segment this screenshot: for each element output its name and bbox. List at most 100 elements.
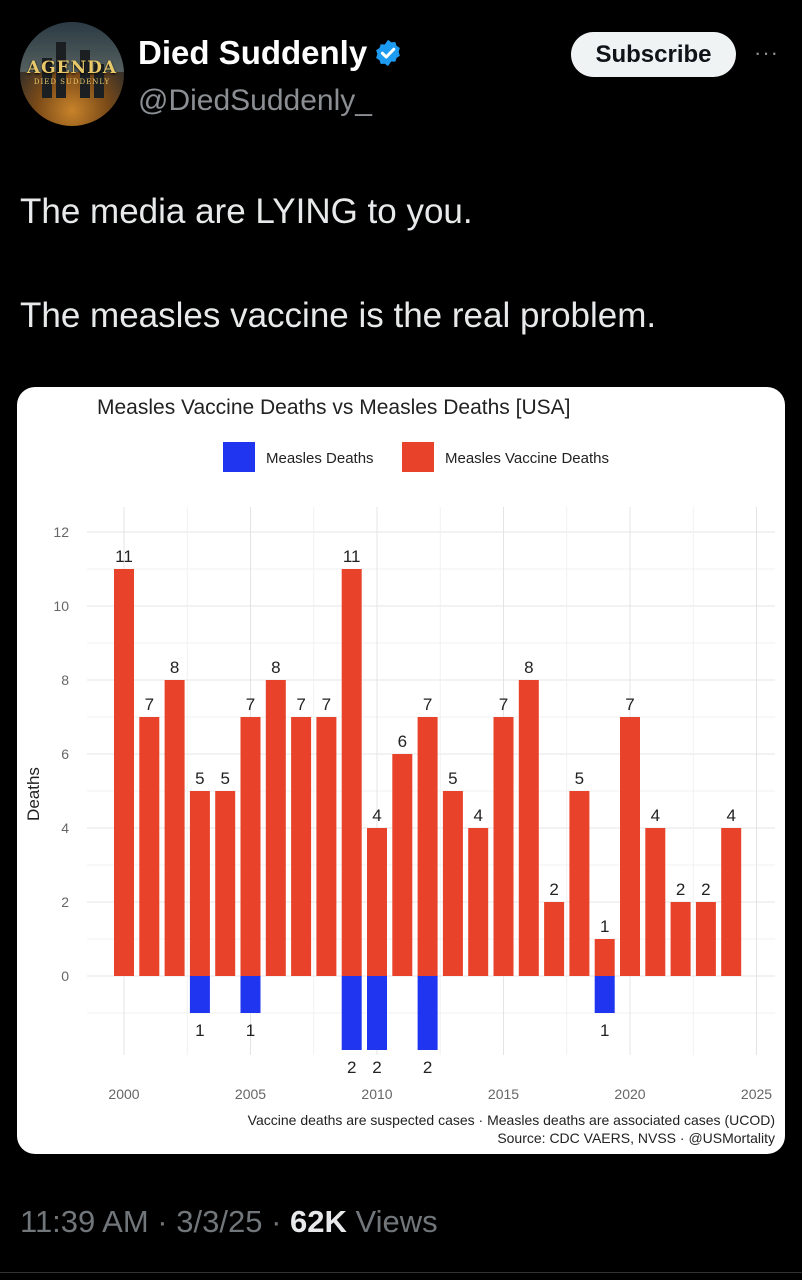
avatar-building — [42, 58, 52, 98]
data-label-vaccine: 4 — [726, 806, 735, 825]
bar-vaccine-deaths — [114, 569, 134, 976]
divider — [0, 1272, 802, 1273]
more-options-icon[interactable]: ··· — [754, 40, 779, 65]
avatar-building — [56, 42, 66, 98]
chart-image-card[interactable]: Measles Vaccine Deaths vs Measles Deaths… — [17, 387, 785, 1154]
data-label-vaccine: 5 — [220, 769, 229, 788]
avatar-brand: AGENDA — [26, 58, 118, 78]
tweet-text-line-2: The measles vaccine is the real problem. — [20, 296, 657, 335]
bar-vaccine-deaths — [695, 902, 716, 976]
data-label-measles: 2 — [347, 1058, 356, 1077]
bar-measles-deaths — [367, 976, 387, 1050]
data-label-vaccine: 4 — [372, 806, 381, 825]
bar-vaccine-deaths — [721, 828, 742, 976]
data-label-vaccine: 1 — [600, 917, 609, 936]
y-tick-label: 12 — [53, 524, 69, 540]
legend-label-vaccine: Measles Vaccine Deaths — [445, 450, 609, 467]
meta-separator: · — [148, 1204, 177, 1239]
data-label-vaccine: 2 — [549, 880, 558, 899]
data-label-vaccine: 5 — [448, 769, 457, 788]
views-label: Views — [346, 1204, 438, 1239]
bar-vaccine-deaths — [392, 754, 413, 976]
y-tick-label: 0 — [61, 968, 69, 984]
y-tick-label: 2 — [61, 894, 69, 910]
x-tick-label: 2025 — [741, 1086, 772, 1102]
bar-vaccine-deaths — [341, 569, 362, 976]
bar-vaccine-deaths — [569, 791, 590, 976]
data-label-vaccine: 7 — [246, 695, 255, 714]
bar-vaccine-deaths — [240, 717, 261, 976]
avatar[interactable]: AGENDA DIED SUDDENLY — [20, 22, 124, 126]
bar-vaccine-deaths — [316, 717, 337, 976]
x-tick-label: 2015 — [488, 1086, 519, 1102]
data-label-vaccine: 7 — [499, 695, 508, 714]
bar-chart: Measles Vaccine Deaths vs Measles Deaths… — [24, 396, 775, 1146]
bar-vaccine-deaths — [493, 717, 514, 976]
avatar-building — [94, 64, 104, 98]
data-label-vaccine: 11 — [343, 547, 361, 566]
data-label-vaccine: 5 — [575, 769, 584, 788]
bar-vaccine-deaths — [139, 717, 160, 976]
legend-swatch-measles — [223, 442, 255, 472]
data-label-vaccine: 8 — [170, 658, 179, 677]
data-label-measles: 1 — [600, 1021, 609, 1040]
bar-vaccine-deaths — [189, 791, 210, 976]
bar-vaccine-deaths — [544, 902, 565, 976]
bar-vaccine-deaths — [468, 828, 489, 976]
views-count: 62K — [290, 1204, 347, 1239]
data-label-vaccine: 8 — [524, 658, 533, 677]
chart-source: Source: CDC VAERS, NVSS · @USMortality — [497, 1130, 775, 1146]
data-label-measles: 1 — [195, 1021, 204, 1040]
data-label-vaccine: 7 — [322, 695, 331, 714]
data-label-vaccine: 8 — [271, 658, 280, 677]
author-name-row[interactable]: Died Suddenly — [138, 34, 403, 72]
bar-vaccine-deaths — [215, 791, 236, 976]
data-label-vaccine: 6 — [398, 732, 407, 751]
y-tick-label: 6 — [61, 746, 69, 762]
data-label-vaccine: 7 — [296, 695, 305, 714]
chart-caption: Vaccine deaths are suspected cases · Mea… — [248, 1112, 775, 1128]
verified-badge-icon — [376, 39, 401, 67]
legend-label-measles: Measles Deaths — [266, 450, 374, 467]
bar-vaccine-deaths — [670, 902, 691, 976]
bar-measles-deaths — [240, 976, 261, 1013]
bar-vaccine-deaths — [367, 828, 387, 976]
bar-vaccine-deaths — [164, 680, 185, 976]
bar-measles-deaths — [189, 976, 210, 1013]
data-label-vaccine: 4 — [651, 806, 660, 825]
subscribe-button[interactable]: Subscribe — [571, 32, 736, 77]
y-tick-label: 10 — [53, 598, 69, 614]
avatar-building — [80, 50, 90, 98]
author-handle[interactable]: @DiedSuddenly_ — [138, 84, 372, 117]
bar-vaccine-deaths — [518, 680, 539, 976]
tweet-meta: 11:39 AM · 3/3/25 · 62K Views — [20, 1204, 438, 1240]
legend-swatch-vaccine — [402, 442, 434, 472]
y-axis-label: Deaths — [24, 767, 43, 821]
y-tick-label: 4 — [61, 820, 69, 836]
data-label-measles: 2 — [372, 1058, 381, 1077]
data-label-vaccine: 7 — [625, 695, 634, 714]
x-tick-label: 2020 — [614, 1086, 645, 1102]
data-label-vaccine: 5 — [195, 769, 204, 788]
tweet-time[interactable]: 11:39 AM — [20, 1204, 149, 1239]
bar-vaccine-deaths — [417, 717, 438, 976]
data-label-vaccine: 2 — [676, 880, 685, 899]
bar-measles-deaths — [417, 976, 438, 1050]
y-tick-label: 8 — [61, 672, 69, 688]
data-label-measles: 2 — [423, 1058, 432, 1077]
bar-measles-deaths — [594, 976, 615, 1013]
data-label-measles: 1 — [246, 1021, 255, 1040]
avatar-sub: DIED SUDDENLY — [33, 78, 111, 86]
data-label-vaccine: 7 — [145, 695, 154, 714]
bar-vaccine-deaths — [265, 680, 286, 976]
x-tick-label: 2000 — [108, 1086, 139, 1102]
data-label-vaccine: 11 — [115, 547, 133, 566]
author-name[interactable]: Died Suddenly — [138, 34, 368, 71]
bar-vaccine-deaths — [442, 791, 463, 976]
chart-title: Measles Vaccine Deaths vs Measles Deaths… — [97, 396, 570, 419]
data-label-vaccine: 7 — [423, 695, 432, 714]
x-tick-label: 2005 — [235, 1086, 266, 1102]
tweet-date[interactable]: 3/3/25 — [176, 1204, 263, 1239]
bar-measles-deaths — [341, 976, 362, 1050]
tweet-text-line-1: The media are LYING to you. — [20, 192, 473, 231]
